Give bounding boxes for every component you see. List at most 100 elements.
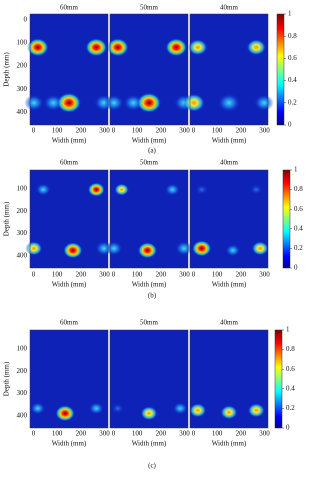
hotspot: [105, 241, 123, 256]
hotspot: [107, 38, 129, 57]
subplot-title: 50mm: [140, 4, 158, 12]
x-tick-label: 0: [192, 430, 196, 438]
subplot-title: 40mm: [220, 159, 238, 167]
x-axis-label: Width (mm): [52, 137, 87, 145]
x-axis-label: Width (mm): [132, 281, 167, 289]
colorbar: [274, 329, 283, 429]
hotspot: [254, 94, 274, 111]
x-tick-label: 300: [179, 271, 190, 279]
y-tick-label: 300: [17, 389, 28, 397]
colorbar-tick-label: 0.4: [288, 76, 297, 84]
hotspot: [55, 405, 75, 422]
colorbar-tick-label: 0.4: [294, 224, 303, 232]
heatmap-frame: [109, 169, 189, 269]
x-axis-label: Width (mm): [132, 440, 167, 448]
x-tick-label: 200: [236, 430, 247, 438]
colorbar-tick-label: 0.4: [286, 384, 295, 392]
x-tick-label: 0: [32, 127, 36, 135]
panel-label: (b): [148, 292, 157, 300]
x-axis-label: Width (mm): [212, 440, 247, 448]
x-tick-label: 200: [76, 271, 87, 279]
hotspot: [220, 405, 238, 420]
subplot-title: 60mm: [60, 4, 78, 12]
y-tick-label: 100: [17, 39, 28, 47]
panel-label: (a): [148, 147, 156, 155]
hotspot: [250, 184, 263, 195]
colorbar-tick-label: 0.8: [288, 32, 297, 40]
x-tick-label: 300: [259, 127, 270, 135]
x-tick-label: 300: [99, 127, 110, 135]
y-tick-label: 300: [17, 85, 28, 93]
hotspot: [36, 183, 51, 196]
colorbar-tick-label: 0.6: [294, 205, 303, 213]
x-tick-label: 300: [259, 430, 270, 438]
hotspot: [165, 183, 180, 196]
heatmap-frame: [189, 329, 269, 429]
hotspot: [225, 244, 241, 257]
heatmap-frame: [109, 13, 189, 126]
colorbar-tick-label: 0.6: [286, 365, 295, 373]
colorbar-tick-label: 1: [288, 10, 292, 18]
x-tick-label: 100: [212, 271, 223, 279]
y-tick-label: 0: [24, 15, 28, 23]
x-tick-label: 200: [236, 271, 247, 279]
x-tick-label: 100: [52, 127, 63, 135]
y-tick-label: 300: [17, 229, 28, 237]
hotspot: [188, 39, 208, 56]
colorbar: [282, 169, 291, 269]
colorbar-tick-label: 0.2: [294, 244, 303, 252]
x-tick-label: 300: [179, 127, 190, 135]
colorbar-tick-label: 0.6: [288, 54, 297, 62]
colorbar-tick-label: 0.8: [286, 345, 295, 353]
x-axis-label: Width (mm): [132, 137, 167, 145]
hotspot: [24, 94, 44, 111]
hotspot: [87, 182, 105, 197]
colorbar-tick-label: 0.2: [288, 98, 297, 106]
hotspot: [57, 92, 81, 113]
y-axis-label: Depth (mm): [3, 361, 11, 396]
hotspot: [114, 183, 129, 196]
x-tick-label: 200: [76, 430, 87, 438]
x-tick-label: 200: [156, 271, 167, 279]
colorbar: [276, 13, 285, 126]
colorbar-tick-label: 0: [288, 121, 292, 129]
x-tick-label: 0: [32, 271, 36, 279]
hotspot: [195, 184, 208, 195]
heatmap-frame: [189, 13, 269, 126]
x-tick-label: 100: [52, 271, 63, 279]
colorbar-tick-label: 0: [294, 264, 298, 272]
hotspot: [63, 242, 83, 259]
hotspot: [183, 93, 205, 112]
colorbar-tick-label: 1: [286, 326, 290, 334]
hotspot: [30, 402, 45, 415]
hotspot: [218, 93, 240, 112]
hotspot: [104, 94, 124, 111]
hotspot: [137, 242, 158, 259]
x-tick-label: 200: [76, 127, 87, 135]
heatmap-frame: [109, 329, 189, 429]
x-tick-label: 0: [112, 127, 116, 135]
y-tick-label: 200: [17, 62, 28, 70]
hotspot: [173, 402, 188, 415]
hotspot: [89, 402, 104, 415]
x-tick-label: 200: [156, 430, 167, 438]
x-axis-label: Width (mm): [212, 137, 247, 145]
x-tick-label: 0: [32, 430, 36, 438]
x-tick-label: 300: [99, 271, 110, 279]
hotspot: [137, 92, 161, 113]
colorbar-tick-label: 1: [294, 166, 298, 174]
y-axis-label: Depth (mm): [3, 201, 11, 236]
x-tick-label: 0: [112, 271, 116, 279]
hotspot: [251, 241, 269, 256]
x-axis-label: Width (mm): [52, 440, 87, 448]
x-tick-label: 100: [212, 127, 223, 135]
hotspot: [25, 241, 43, 256]
y-tick-label: 100: [17, 185, 28, 193]
subplot-title: 60mm: [60, 159, 78, 167]
x-tick-label: 300: [99, 430, 110, 438]
x-tick-label: 0: [192, 127, 196, 135]
x-tick-label: 200: [156, 127, 167, 135]
x-axis-label: Width (mm): [52, 281, 87, 289]
subplot-title: 40mm: [220, 319, 238, 327]
